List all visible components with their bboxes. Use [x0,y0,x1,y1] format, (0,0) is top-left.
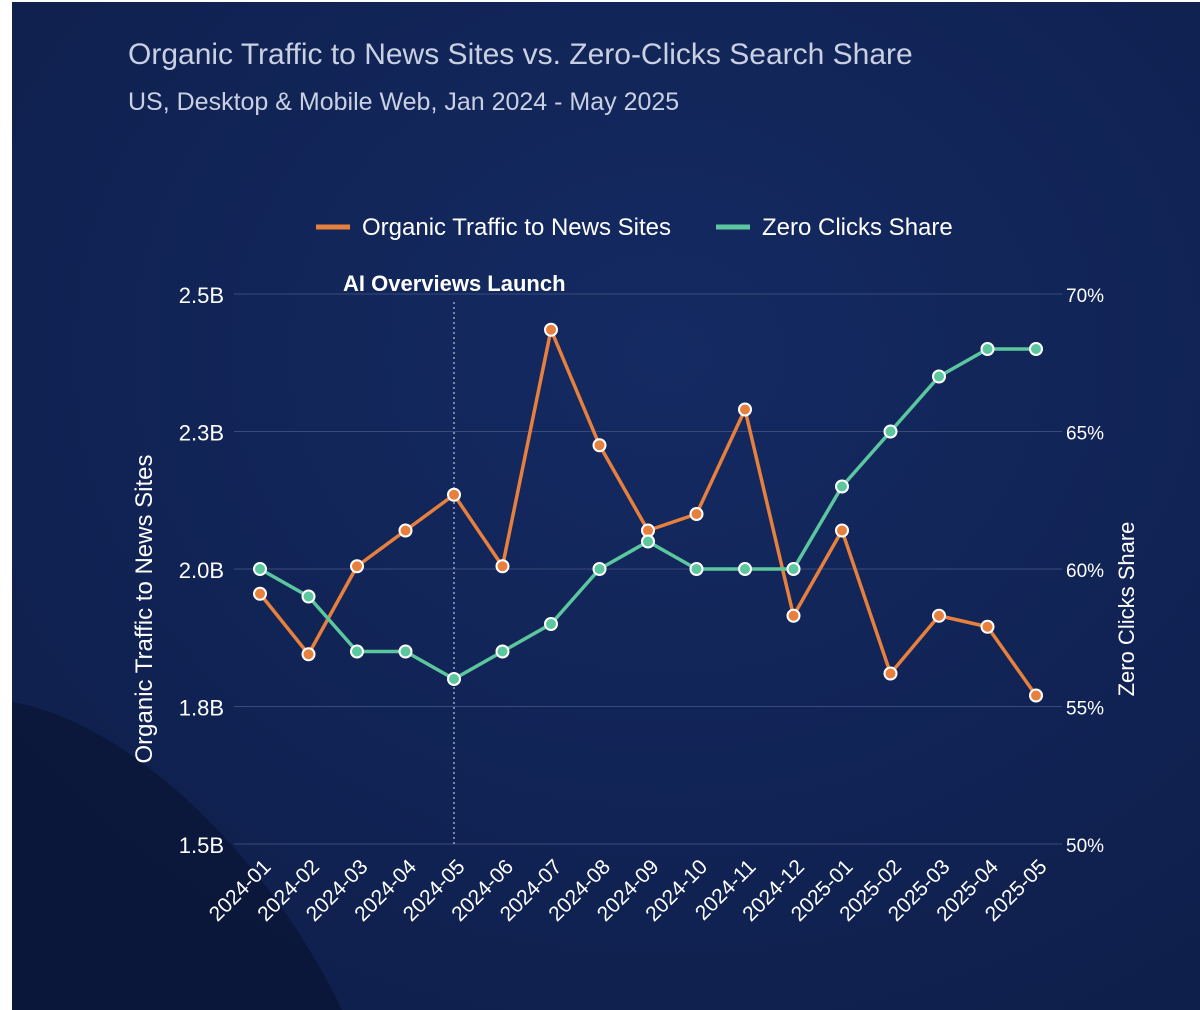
zero-clicks-line [259,347,1036,681]
zero-clicks-point [1029,342,1043,356]
organic-traffic-point [883,666,898,681]
organic-traffic-line [258,328,1038,697]
y-left-axis-label: Organic Traffic to News Sites [131,455,158,764]
organic-traffic-point [301,647,316,662]
organic-traffic-point [447,487,461,502]
zero-clicks-point [301,589,316,604]
y-left-tick-label: 2.3B [179,421,224,446]
zero-clicks-point [398,644,413,659]
zero-clicks-point [350,644,364,659]
zero-clicks-point [592,562,607,576]
y-right-tick-label: 60% [1066,561,1104,582]
y-right-tick-label: 55% [1066,699,1104,720]
organic-traffic-point [1029,688,1043,703]
legend-label: Zero Clicks Share [762,214,953,241]
zero-clicks-point [689,562,704,576]
organic-traffic-point [738,402,752,417]
y-left-tick-label: 2.5B [179,283,224,308]
organic-traffic-point [932,608,946,623]
annotation-label: AI Overviews Launch [343,271,566,296]
zero-clicks-point [980,342,995,356]
zero-clicks-point [447,672,461,686]
zero-clicks-point [738,562,752,576]
organic-traffic-point [835,523,849,538]
y-right-tick-label: 65% [1066,424,1104,445]
organic-traffic-point [495,559,510,574]
organic-traffic-point [592,438,607,453]
y-left-tick-label: 2.0B [179,558,224,583]
y-right-axis-label: Zero Clicks Share [1114,522,1139,697]
zero-clicks-point [932,369,946,384]
y-right-tick-label: 50% [1066,836,1104,857]
background-decoration [12,2,1200,1010]
zero-clicks-point [835,479,849,494]
y-right-tick-label: 70% [1066,286,1104,307]
organic-traffic-point [786,608,801,623]
organic-traffic-point [253,586,267,601]
zero-clicks-point [253,562,267,576]
y-left-tick-label: 1.5B [179,833,224,858]
line-chart: 1.5B 1.8B 2.0B 2.3B 2.5B 50% 55% 60% 65% 70% Organ… [131,214,1139,926]
zero-clicks-point [495,644,510,659]
organic-traffic-point [689,507,704,521]
chart-card: Organic Traffic to News Sites vs. Zero-C… [12,2,1200,1010]
y-left-tick-label: 1.8B [179,696,224,721]
zero-clicks-point [786,562,801,576]
zero-clicks-point [883,424,898,439]
organic-traffic-point [980,619,995,634]
chart-subtitle: US, Desktop & Mobile Web, Jan 2024 - May… [128,88,680,116]
organic-traffic-point [398,523,413,538]
organic-traffic-point [350,559,364,574]
legend-label: Organic Traffic to News Sites [362,214,671,241]
zero-clicks-point [544,617,558,631]
organic-traffic-point [544,322,558,337]
chart-title: Organic Traffic to News Sites vs. Zero-C… [128,38,913,71]
zero-clicks-point [641,534,655,549]
